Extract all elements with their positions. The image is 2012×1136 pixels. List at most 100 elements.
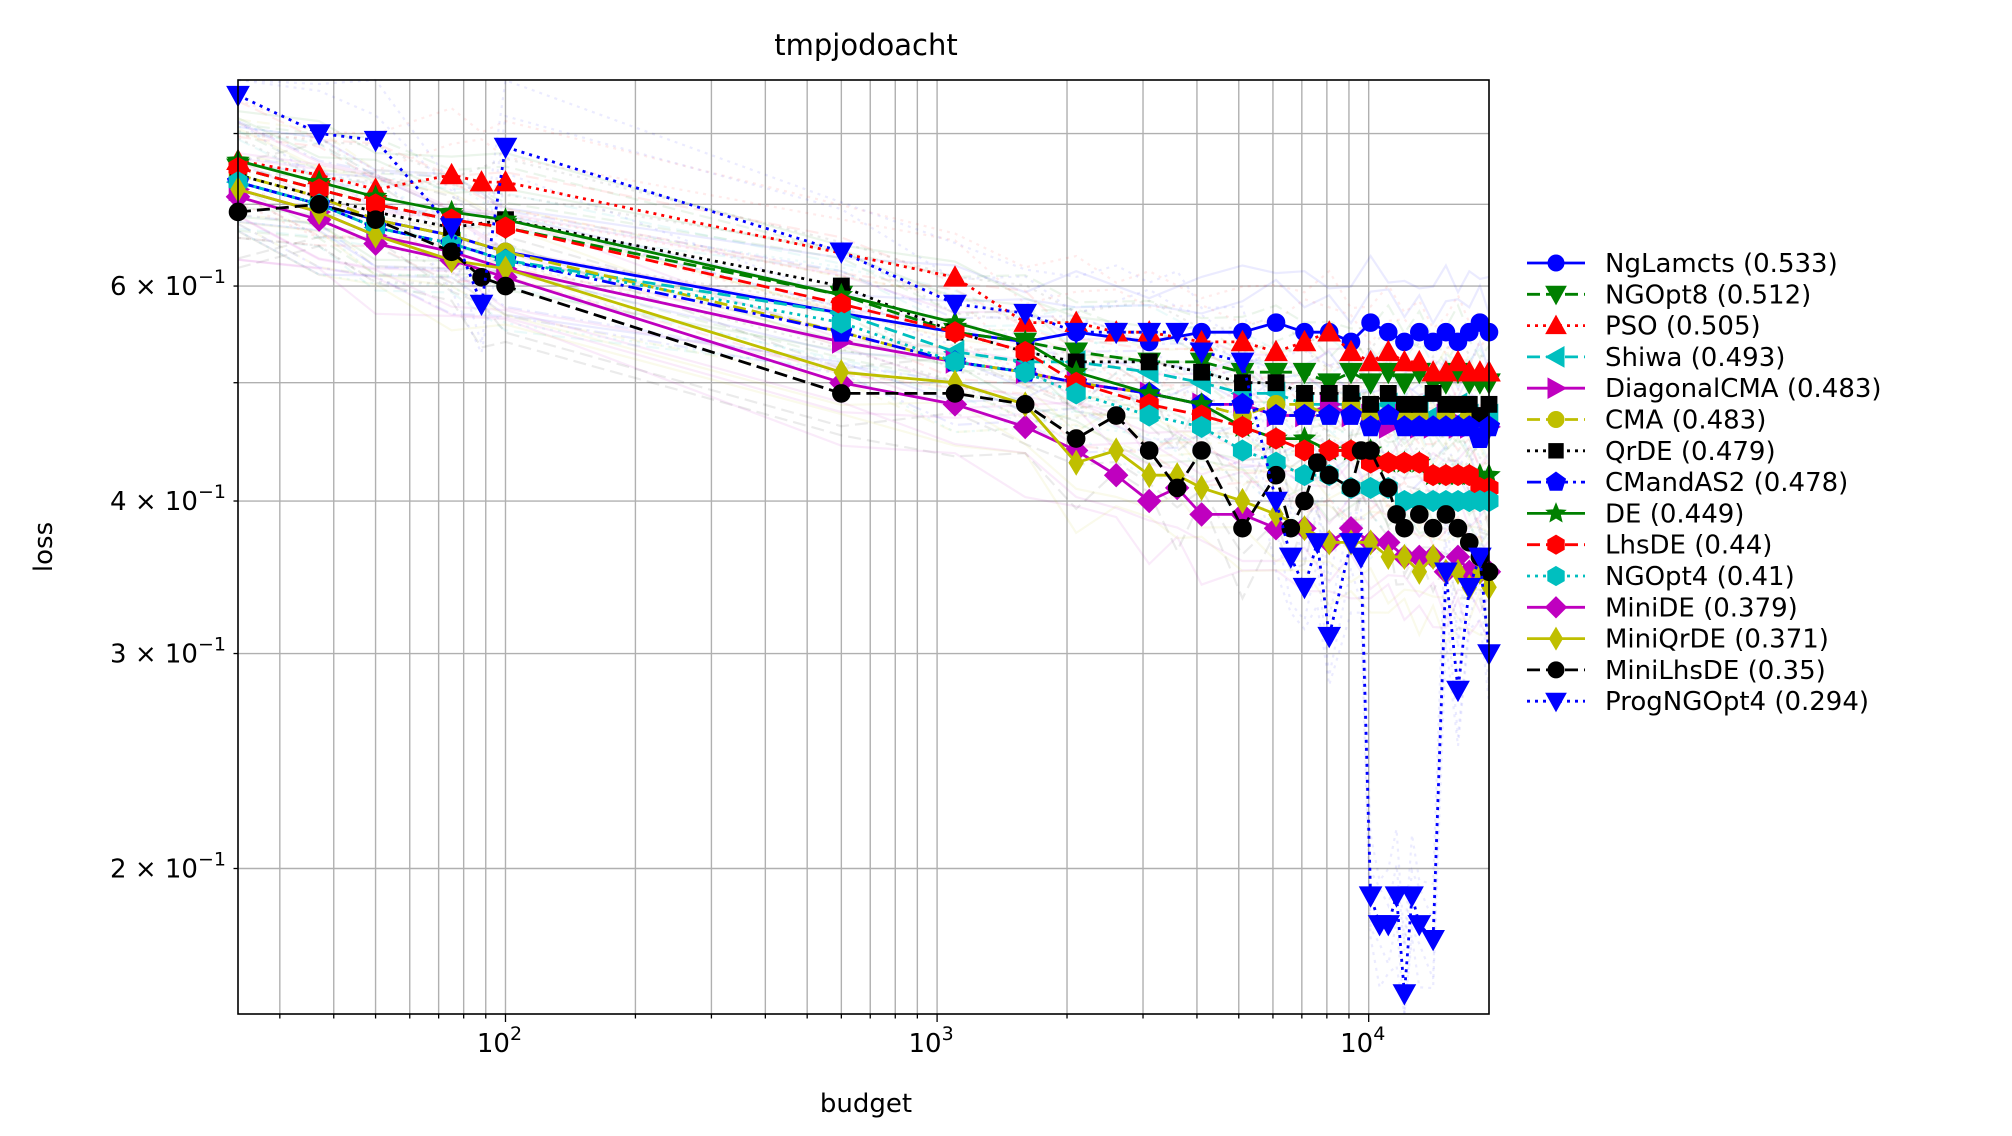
- data-point: [1231, 392, 1254, 414]
- data-point: [1392, 984, 1417, 1006]
- data-point: [1264, 491, 1288, 514]
- data-point: [1140, 353, 1158, 371]
- data-point: [1305, 533, 1330, 555]
- legend-item: DiagonalCMA (0.483): [1527, 374, 1882, 404]
- data-point: [1400, 886, 1424, 908]
- data-point: [1136, 488, 1162, 514]
- y-tick-times: ×: [127, 272, 165, 302]
- data-point: [1266, 313, 1286, 332]
- data-point: [1292, 577, 1317, 600]
- y-tick-label: 3 × 10−1: [110, 634, 226, 670]
- legend-item: NGOpt4 (0.41): [1527, 562, 1795, 592]
- data-point: [1015, 361, 1035, 384]
- series-line: [237, 180, 1489, 417]
- data-point: [1395, 332, 1414, 352]
- data-point: [1457, 577, 1482, 600]
- legend-marker: [1544, 596, 1568, 619]
- faint-run-line: [237, 236, 1491, 559]
- data-point: [1378, 478, 1398, 498]
- data-point: [1396, 395, 1413, 413]
- data-point: [495, 216, 515, 239]
- legend-item: NgLamcts (0.533): [1527, 249, 1838, 279]
- data-point: [1395, 518, 1414, 538]
- data-point: [1384, 886, 1409, 908]
- data-point: [1296, 385, 1313, 402]
- faint-run-line: [237, 213, 1491, 489]
- data-point: [1409, 451, 1429, 474]
- faint-run-line: [237, 156, 1490, 410]
- data-point: [1264, 339, 1288, 362]
- data-point: [493, 170, 518, 192]
- data-point: [1392, 349, 1417, 372]
- legend-marker: [1547, 661, 1565, 679]
- series-14: [228, 195, 1499, 582]
- data-point: [1234, 487, 1251, 515]
- faint-run-line: [237, 214, 1490, 469]
- faint-run-line: [237, 222, 1490, 493]
- faint-run-line: [237, 258, 1491, 643]
- legend-label: NGOpt4 (0.41): [1605, 562, 1795, 592]
- x-tick-base: 10: [1340, 1029, 1373, 1059]
- faint-run-line: [237, 236, 1490, 488]
- data-point: [1318, 403, 1341, 425]
- x-tick-label: 102: [477, 1023, 522, 1059]
- data-point: [1139, 441, 1159, 460]
- data-point: [439, 218, 464, 240]
- legend-label: CMA (0.483): [1605, 406, 1766, 436]
- y-tick-exponent: −1: [198, 849, 226, 871]
- data-point: [1459, 533, 1479, 552]
- data-point: [1141, 462, 1157, 489]
- legend-item: MiniLhsDE (0.35): [1527, 656, 1826, 686]
- data-point: [469, 170, 494, 192]
- legend-label: ProgNGOpt4 (0.294): [1605, 687, 1869, 717]
- x-tick-label: 103: [909, 1023, 954, 1059]
- data-point: [831, 311, 851, 334]
- data-point: [1459, 464, 1479, 487]
- data-point: [1339, 533, 1363, 555]
- data-point: [1266, 427, 1286, 450]
- legend-marker: [1547, 534, 1565, 555]
- legend-marker: [1548, 626, 1564, 651]
- data-point: [1361, 313, 1380, 332]
- legend-label: QrDE (0.479): [1605, 437, 1776, 467]
- data-point: [1189, 502, 1214, 527]
- legend-marker: [1548, 443, 1564, 459]
- y-tick-mantissa: 3: [110, 640, 127, 670]
- legend-marker: [1547, 377, 1568, 400]
- data-point: [1446, 680, 1470, 703]
- y-tick-base: 10: [165, 272, 198, 302]
- data-point: [1359, 415, 1382, 437]
- legend-label: DE (0.449): [1605, 499, 1744, 529]
- legend-marker: [1545, 314, 1567, 335]
- data-point: [1295, 491, 1314, 511]
- legend-item: CMandAS2 (0.478): [1527, 468, 1848, 498]
- legend-label: NgLamcts (0.533): [1605, 249, 1838, 279]
- data-point: [1446, 349, 1470, 372]
- faint-run-line: [237, 117, 1490, 459]
- legend-label: MiniLhsDE (0.35): [1605, 656, 1826, 686]
- y-tick-mantissa: 4: [110, 487, 127, 517]
- y-tick-mantissa: 6: [110, 272, 127, 302]
- y-axis-label: loss: [29, 522, 59, 572]
- legend-label: Shiwa (0.493): [1605, 343, 1785, 373]
- legend-item: MiniQrDE (0.371): [1527, 625, 1829, 655]
- data-point: [439, 162, 464, 185]
- x-tick-exponent: 4: [1373, 1023, 1385, 1045]
- faint-run-line: [237, 130, 1490, 362]
- faint-run-line: [237, 125, 1490, 300]
- legend-label: MiniDE (0.379): [1605, 593, 1798, 623]
- legend-marker: [1545, 692, 1567, 713]
- data-point: [1167, 478, 1187, 498]
- legend-item: CMA (0.483): [1527, 406, 1766, 436]
- legend-item: LhsDE (0.44): [1527, 531, 1772, 561]
- data-point: [367, 222, 384, 249]
- data-point: [1376, 915, 1401, 937]
- data-point: [1103, 462, 1129, 488]
- legend-label: LhsDE (0.44): [1605, 531, 1772, 561]
- data-point: [1106, 406, 1126, 425]
- series-line: [237, 173, 1491, 417]
- y-tick-label: 4 × 10−1: [110, 481, 226, 517]
- data-point: [1376, 362, 1401, 385]
